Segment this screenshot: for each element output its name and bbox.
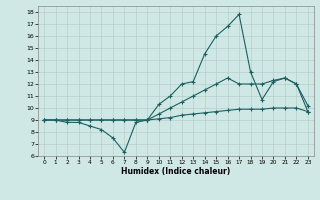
X-axis label: Humidex (Indice chaleur): Humidex (Indice chaleur) [121,167,231,176]
